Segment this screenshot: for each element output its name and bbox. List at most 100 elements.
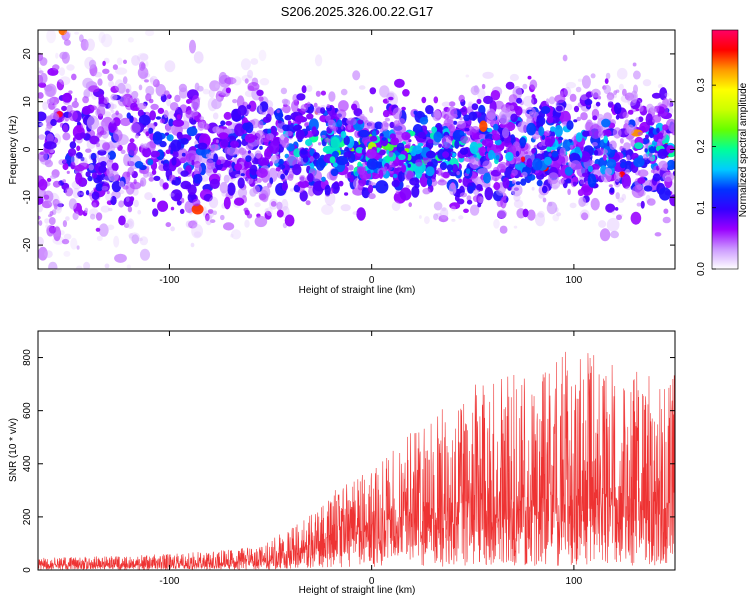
spectrogram-cell xyxy=(264,208,269,214)
spectrogram-cell xyxy=(662,171,675,182)
spectrogram-cell xyxy=(398,154,406,161)
spectrogram-cell xyxy=(464,127,470,132)
spectrogram-cell xyxy=(82,77,94,89)
spectrogram-cell xyxy=(96,142,101,148)
spectrogram-cell xyxy=(254,202,261,208)
y-tick-label: 20 xyxy=(22,48,33,60)
spectrogram-cell xyxy=(467,185,474,194)
spectrogram-cell xyxy=(86,115,100,130)
spectrogram-cell xyxy=(38,122,44,127)
spectrogram-cell xyxy=(540,150,545,154)
spectrogram-cell xyxy=(491,133,501,141)
spectrogram-cell xyxy=(566,120,574,131)
spectrogram-cell xyxy=(448,182,457,196)
spectrogram-cell xyxy=(573,105,580,113)
spectrogram-cell xyxy=(601,129,612,137)
spectrogram-cell xyxy=(581,172,589,177)
spectrogram-cell xyxy=(388,96,394,101)
spectrogram-cell xyxy=(502,127,510,139)
spectrogram-cell xyxy=(460,135,470,144)
spectrogram-cell xyxy=(567,188,571,195)
spectrogram-cell xyxy=(367,169,371,174)
spectrogram-cell xyxy=(44,250,53,258)
spectrogram-cell xyxy=(129,232,140,242)
spectrogram-cell xyxy=(85,171,91,178)
spectrogram-cell xyxy=(349,174,355,183)
spectrogram-cell xyxy=(374,121,383,130)
spectrogram-cell xyxy=(473,85,479,93)
spectrogram-cell xyxy=(178,87,188,99)
spectrogram-cell xyxy=(638,105,644,112)
spectrogram-cell xyxy=(482,182,491,188)
spectrogram-cell xyxy=(106,190,110,195)
spectrogram-cell xyxy=(166,134,174,142)
spectrogram-cell xyxy=(244,219,250,228)
spectrogram-cell xyxy=(66,170,70,174)
spectrogram-cell xyxy=(49,211,54,216)
snr-panel: -100 0 100 0 200 400 600 800 Height of straigh… xyxy=(8,330,676,596)
spectrogram-cell xyxy=(62,220,67,228)
spectrogram-cell xyxy=(625,168,630,175)
spectrogram-cell xyxy=(83,160,88,164)
spectrogram-cell xyxy=(206,159,215,170)
spectrogram-cell xyxy=(74,211,79,218)
spectrogram-cell xyxy=(102,68,110,75)
spectrogram-cell xyxy=(281,181,288,191)
spectrogram-cell xyxy=(453,120,458,125)
spectrogram-cell xyxy=(85,38,96,52)
spectrogram-cell xyxy=(224,146,231,155)
spectrogram-cell xyxy=(95,227,101,232)
spectrogram-cell xyxy=(114,253,127,263)
spectrogram-cell xyxy=(148,127,154,134)
spectrogram-y-axis-label: Frequency (Hz) xyxy=(8,116,19,185)
spectrogram-cell xyxy=(305,200,311,206)
colorbar-tick-label: 0.2 xyxy=(696,139,707,153)
colorbar-ticks: 0.0 0.1 0.2 0.3 xyxy=(696,78,716,276)
spectrogram-cell xyxy=(338,100,349,112)
spectrogram-cell xyxy=(155,116,162,120)
spectrogram-cell xyxy=(575,86,582,93)
spectrogram-cell xyxy=(256,178,262,183)
spectrogram-cell xyxy=(651,92,662,99)
spectrogram-cell xyxy=(654,232,662,237)
spectrogram-cell xyxy=(346,117,357,126)
spectrogram-cell xyxy=(610,230,619,239)
spectrogram-cell xyxy=(52,64,60,71)
spectrogram-cell xyxy=(450,205,456,212)
spectrogram-cell xyxy=(50,174,57,179)
spectrogram-cell xyxy=(611,210,616,215)
spectrogram-cell xyxy=(246,104,252,110)
spectrogram-cell xyxy=(627,109,634,115)
spectrogram-cell xyxy=(295,115,305,123)
spectrogram-cell xyxy=(405,185,410,188)
spectrogram-cell xyxy=(258,96,264,102)
spectrogram-cell xyxy=(192,198,201,207)
snr-frame xyxy=(37,330,676,571)
spectrogram-cell xyxy=(101,33,113,48)
spectrogram-cell xyxy=(357,183,364,191)
spectrogram-cell xyxy=(150,103,159,110)
spectrogram-cell xyxy=(280,87,288,95)
spectrogram-cell xyxy=(648,152,653,157)
spectrogram-cell xyxy=(268,140,280,154)
spectrogram-cell xyxy=(257,120,264,129)
spectrogram-cell xyxy=(512,179,515,185)
spectrogram-cell xyxy=(426,177,433,187)
spectrogram-cell xyxy=(59,76,71,86)
spectrogram-cell xyxy=(500,196,507,209)
spectrogram-cell xyxy=(383,122,390,128)
x-tick-label: 0 xyxy=(369,576,375,587)
spectrogram-cell xyxy=(401,164,407,173)
spectrogram-cell xyxy=(212,168,218,174)
spectrogram-cell xyxy=(511,169,518,177)
spectrogram-cell xyxy=(96,132,103,138)
spectrogram-cell xyxy=(76,245,80,250)
spectrogram-cell xyxy=(357,119,364,125)
spectrogram-cell xyxy=(425,150,436,159)
spectrogram-cell xyxy=(41,200,53,209)
spectrogram-cell xyxy=(191,204,204,215)
spectrogram-cell xyxy=(205,213,210,222)
spectrogram-cell xyxy=(386,149,390,155)
spectrogram-cell xyxy=(83,261,91,269)
spectrogram-cell xyxy=(137,52,149,63)
